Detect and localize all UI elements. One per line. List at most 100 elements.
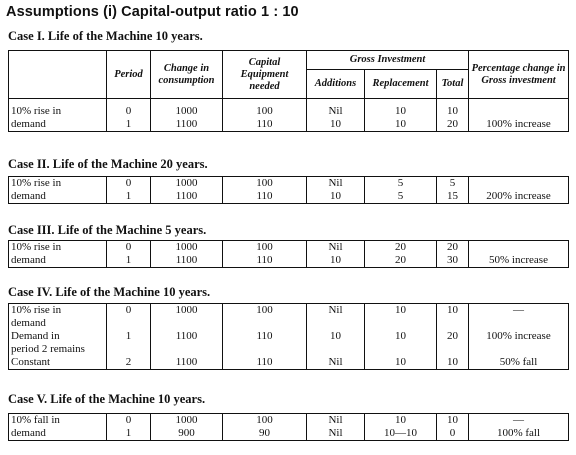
table-row: 10% rise in 0 1000 100 Nil 20 20 (8, 240, 569, 254)
additions-cell (306, 343, 365, 356)
replacement-cell: 5 (364, 176, 437, 190)
table-row: demand 1 1100 110 10 10 20 100% increase (8, 118, 570, 132)
header-blank (8, 50, 107, 99)
replacement-cell: 10 (364, 356, 437, 370)
period-cell: 0 (106, 240, 151, 254)
percentage-cell: — (468, 303, 569, 317)
additions-cell (306, 317, 365, 330)
header-total: Total (435, 69, 470, 99)
total-cell: 10 (436, 356, 469, 370)
replacement-cell: 10 (364, 330, 437, 343)
table-row: demand (8, 317, 569, 330)
capital-cell: 110 (222, 190, 307, 204)
replacement-cell: 20 (364, 254, 437, 268)
change-cell: 1000 (150, 176, 223, 190)
total-cell: 20 (436, 240, 469, 254)
case-2-table: 10% rise in 0 1000 100 Nil 5 5 demand 1 … (8, 176, 569, 204)
replacement-cell: 10 (364, 303, 437, 317)
row-description: Demand in (8, 330, 107, 343)
additions-cell: Nil (306, 427, 365, 441)
period-cell: 0 (106, 413, 151, 427)
row-description: 10% rise in (8, 303, 107, 317)
change-cell: 1000 (150, 303, 223, 317)
additions-cell: Nil (306, 105, 365, 118)
percentage-cell: 100% fall (468, 427, 569, 441)
period-cell: 2 (106, 356, 151, 370)
row-description: Constant (8, 356, 107, 370)
case-3-table: 10% rise in 0 1000 100 Nil 20 20 demand … (8, 240, 569, 268)
row-description: period 2 remains (8, 343, 107, 356)
total-cell: 30 (436, 254, 469, 268)
period-cell (106, 317, 151, 330)
total-cell (436, 343, 469, 356)
table-row: Demand in 1 1100 110 10 10 20 100% incre… (8, 330, 569, 343)
period-cell (106, 343, 151, 356)
period-cell: 1 (106, 330, 151, 343)
replacement-cell (364, 343, 437, 356)
case-2-title: Case II. Life of the Machine 20 years. (8, 157, 208, 171)
header-capital-equipment: Capital Equipment needed (222, 50, 307, 99)
total-cell: 20 (435, 118, 470, 132)
row-description: demand (8, 190, 107, 204)
period-cell: 0 (106, 176, 151, 190)
additions-cell: Nil (306, 240, 365, 254)
percentage-cell (468, 240, 569, 254)
table-row: demand 1 900 90 Nil 10—10 0 100% fall (8, 427, 569, 441)
row-description: demand (8, 317, 107, 330)
change-cell: 1100 (150, 190, 223, 204)
percentage-cell (468, 176, 569, 190)
table-row: 10% fall in 0 1000 100 Nil 10 10 — (8, 413, 569, 427)
period-cell: 1 (106, 118, 151, 132)
table-row: 10% rise in 0 1000 100 Nil 10 10 (8, 105, 570, 118)
change-cell (150, 317, 223, 330)
capital-cell: 90 (222, 427, 307, 441)
additions-cell: 10 (306, 118, 365, 132)
header-gross-investment: Gross Investment (305, 50, 470, 70)
change-cell (150, 343, 223, 356)
percentage-cell: 50% fall (468, 356, 569, 370)
total-cell: 15 (436, 190, 469, 204)
capital-cell: 110 (222, 330, 307, 343)
total-cell: 5 (436, 176, 469, 190)
case-5-title: Case V. Life of the Machine 10 years. (8, 392, 206, 406)
table-row: 10% rise in 0 1000 100 Nil 10 10 — (8, 303, 569, 317)
additions-cell: Nil (306, 176, 365, 190)
change-cell: 1000 (150, 105, 223, 118)
period-cell: 0 (106, 303, 151, 317)
total-cell: 20 (436, 330, 469, 343)
case-1-title: Case I. Life of the Machine 10 years. (8, 29, 203, 43)
row-description: demand (8, 254, 107, 268)
replacement-cell (364, 317, 437, 330)
capital-cell: 110 (222, 118, 307, 132)
header-change-in-consumption: Change in consumption (150, 50, 223, 99)
capital-cell: 100 (222, 240, 307, 254)
percentage-cell: 50% increase (468, 254, 569, 268)
capital-cell: 110 (222, 356, 307, 370)
change-cell: 1100 (150, 118, 223, 132)
period-cell: 1 (106, 427, 151, 441)
replacement-cell: 10 (364, 413, 437, 427)
page-title: Assumptions (i) Capital-output ratio 1 :… (6, 4, 299, 20)
capital-cell: 110 (222, 254, 307, 268)
additions-cell: 10 (306, 254, 365, 268)
additions-cell: 10 (306, 190, 365, 204)
period-cell: 0 (106, 105, 151, 118)
additions-cell: Nil (306, 303, 365, 317)
change-cell: 1100 (150, 356, 223, 370)
table-row: demand 1 1100 110 10 5 15 200% increase (8, 190, 569, 204)
capital-cell (222, 317, 307, 330)
period-cell: 1 (106, 190, 151, 204)
percentage-cell (468, 343, 569, 356)
change-cell: 1000 (150, 240, 223, 254)
row-description: 10% rise in (8, 176, 107, 190)
row-description: demand (8, 427, 107, 441)
replacement-cell: 5 (364, 190, 437, 204)
total-cell: 0 (436, 427, 469, 441)
replacement-cell: 10—10 (364, 427, 437, 441)
total-cell (436, 317, 469, 330)
percentage-cell: 200% increase (468, 190, 569, 204)
case-3-title: Case III. Life of the Machine 5 years. (8, 223, 207, 237)
additions-cell: Nil (306, 356, 365, 370)
additions-cell: 10 (306, 330, 365, 343)
